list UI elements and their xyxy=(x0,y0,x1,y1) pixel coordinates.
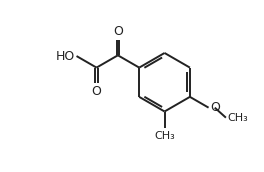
Text: CH₃: CH₃ xyxy=(154,131,175,141)
Text: O: O xyxy=(113,25,123,37)
Text: O: O xyxy=(92,85,101,98)
Text: O: O xyxy=(210,101,220,114)
Text: HO: HO xyxy=(56,50,75,63)
Text: CH₃: CH₃ xyxy=(228,113,248,123)
